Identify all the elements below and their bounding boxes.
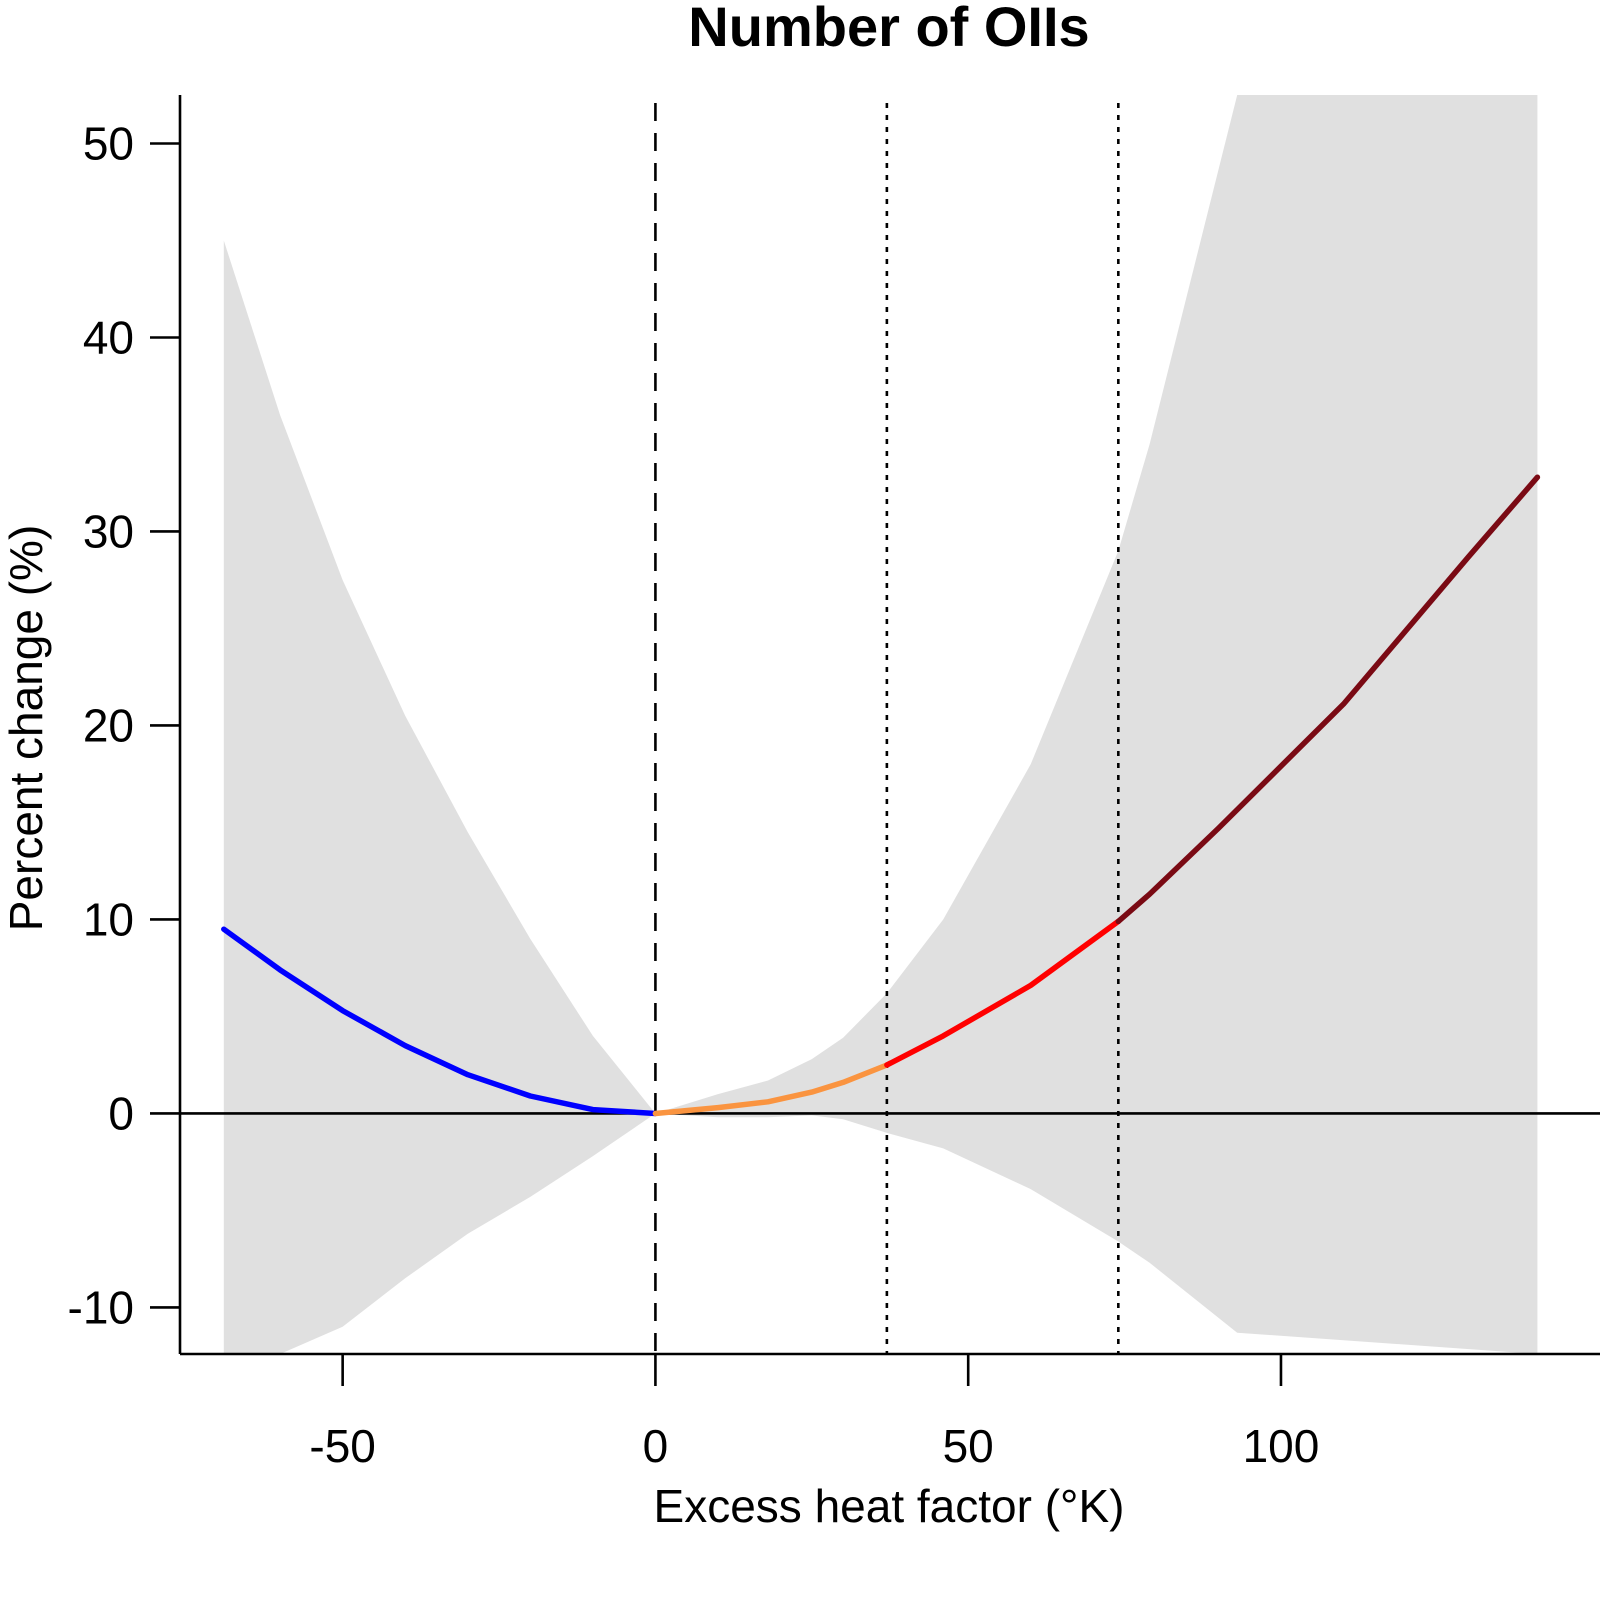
confidence-band (223, 95, 1538, 1354)
confidence-band-layer (223, 95, 1538, 1354)
axes: -10 0 10 20 30 40 50 -50 0 50 100 (68, 95, 1600, 1472)
x-tick-label: -50 (309, 1420, 375, 1472)
y-tick-label: 10 (83, 893, 134, 945)
x-tick-label: 100 (1243, 1420, 1320, 1472)
y-axis-label: Percent change (%) (0, 525, 52, 932)
series-line-0 (221, 926, 659, 1117)
series-line-1 (652, 1062, 890, 1117)
y-tick-label: 30 (83, 505, 134, 557)
x-axis-label: Excess heat factor (°K) (654, 1480, 1125, 1532)
x-tick-label: 50 (943, 1420, 994, 1472)
series-line-3 (1115, 474, 1541, 925)
reference-lines (180, 103, 1600, 1354)
y-tick-label: 50 (83, 117, 134, 169)
y-tick-label: 0 (108, 1087, 134, 1139)
x-tick-label: 0 (643, 1420, 669, 1472)
chart-title: Number of OIIs (688, 0, 1089, 58)
plot-area (180, 95, 1600, 1354)
y-tick-label: 40 (83, 311, 134, 363)
series-lines (221, 474, 1541, 1117)
y-tick-label: 20 (83, 699, 134, 751)
series-line-2 (884, 918, 1122, 1068)
y-tick-label: -10 (68, 1281, 134, 1333)
